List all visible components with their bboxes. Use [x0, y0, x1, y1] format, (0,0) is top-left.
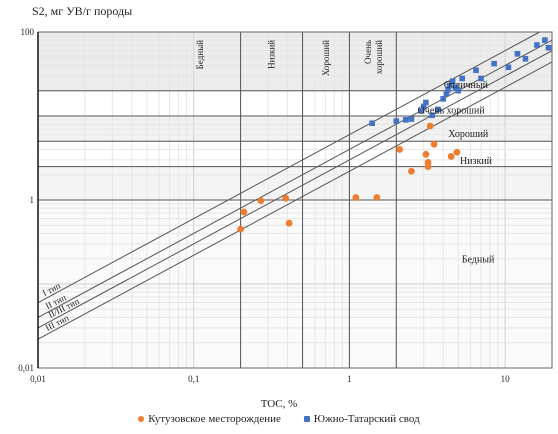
data-point-kutuzovskoe [407, 167, 415, 175]
legend: Кутузовское месторождение Южно-Татарский… [0, 413, 558, 425]
y-tick-label: 1 [30, 195, 35, 205]
x-tick-label: 0,1 [188, 374, 199, 384]
band-low [38, 166, 552, 200]
data-point-yuzhno-tatarsky [449, 78, 456, 84]
data-point-yuzhno-tatarsky [369, 120, 375, 127]
data-point-yuzhno-tatarsky [455, 87, 462, 94]
data-point-yuzhno-tatarsky [459, 75, 465, 82]
legend-item-series-2: Южно-Татарский свод [303, 413, 420, 425]
y-tick-label: 100 [21, 27, 35, 37]
data-point-yuzhno-tatarsky [545, 44, 552, 51]
data-point-kutuzovskoe [422, 150, 430, 158]
data-point-yuzhno-tatarsky [491, 60, 497, 67]
kerogen-line [37, 31, 540, 304]
data-point-yuzhno-tatarsky [505, 64, 512, 71]
x-tick-label: 0,01 [30, 374, 46, 384]
data-point-kutuzovskoe [352, 194, 360, 201]
x-axis-label: TOC, % [260, 398, 298, 410]
data-point-yuzhno-tatarsky [522, 55, 529, 62]
toc-class-very-good: Оченьхороший [363, 40, 384, 74]
legend-item-series-1: Кутузовское месторождение [138, 413, 281, 425]
toc-class-low: Низкий [267, 40, 277, 69]
data-point-yuzhno-tatarsky [408, 116, 415, 122]
data-point-yuzhno-tatarsky [440, 96, 446, 102]
s2-class-low: Низкий [460, 156, 493, 167]
band-excellent [38, 32, 552, 91]
data-point-kutuzovskoe [240, 208, 248, 216]
axes: 0,01 0,1 1 10 100 1 0,01 [18, 27, 553, 384]
data-point-kutuzovskoe [453, 148, 461, 156]
data-point-yuzhno-tatarsky [514, 51, 521, 57]
data-point-kutuzovskoe [396, 146, 403, 153]
data-point-yuzhno-tatarsky [443, 90, 450, 97]
data-point-yuzhno-tatarsky [446, 82, 453, 89]
kerogen-line [37, 39, 553, 318]
kerogen-line [37, 61, 553, 340]
data-point-kutuzovskoe [426, 122, 434, 130]
toc-class-good: Хороший [321, 40, 331, 76]
toc-class-poor: Бедный [195, 40, 205, 69]
data-point-yuzhno-tatarsky [393, 118, 400, 124]
legend-swatch-series-2 [303, 416, 310, 423]
s2-class-excellent: Отличный [444, 80, 489, 91]
legend-label-series-1: Кутузовское месторождение [148, 413, 281, 425]
data-point-kutuzovskoe [373, 194, 381, 201]
data-point-kutuzovskoe [257, 197, 265, 205]
data-point-yuzhno-tatarsky [429, 112, 435, 119]
data-point-yuzhno-tatarsky [435, 106, 441, 113]
y-tick-label: 0,01 [18, 363, 34, 373]
s2-class-poor: Бедный [462, 255, 495, 266]
s2-class-good: Хороший [448, 129, 489, 140]
data-point-yuzhno-tatarsky [420, 103, 427, 110]
classification-lines [38, 32, 552, 368]
data-point-yuzhno-tatarsky [445, 87, 451, 93]
data-point-yuzhno-tatarsky [402, 117, 409, 123]
data-point-kutuzovskoe [282, 194, 290, 202]
legend-swatch-series-1 [138, 416, 145, 423]
s2-class-very-good: Очень хороший [418, 105, 486, 116]
data-point-kutuzovskoe [237, 225, 244, 233]
data-points [237, 37, 552, 233]
x-tick-label: 1 [347, 374, 352, 384]
data-point-yuzhno-tatarsky [534, 42, 540, 48]
data-point-yuzhno-tatarsky [542, 37, 548, 43]
classification-labels: Бедный Низкий Хороший Оченьхороший Отличный О… [195, 40, 495, 266]
data-point-kutuzovskoe [430, 140, 438, 148]
data-point-yuzhno-tatarsky [452, 84, 459, 91]
data-point-kutuzovskoe [424, 163, 432, 170]
y-axis-label: S2, мг УВ/г породы [32, 4, 133, 18]
data-point-kutuzovskoe [447, 153, 455, 160]
legend-label-series-2: Южно-Татарский свод [313, 413, 420, 425]
data-point-kutuzovskoe [285, 219, 293, 227]
x-tick-label: 10 [501, 374, 511, 384]
data-point-yuzhno-tatarsky [418, 108, 425, 114]
data-point-yuzhno-tatarsky [473, 67, 479, 74]
data-point-yuzhno-tatarsky [423, 99, 429, 106]
data-point-yuzhno-tatarsky [478, 75, 484, 82]
kerogen-line [37, 50, 553, 329]
